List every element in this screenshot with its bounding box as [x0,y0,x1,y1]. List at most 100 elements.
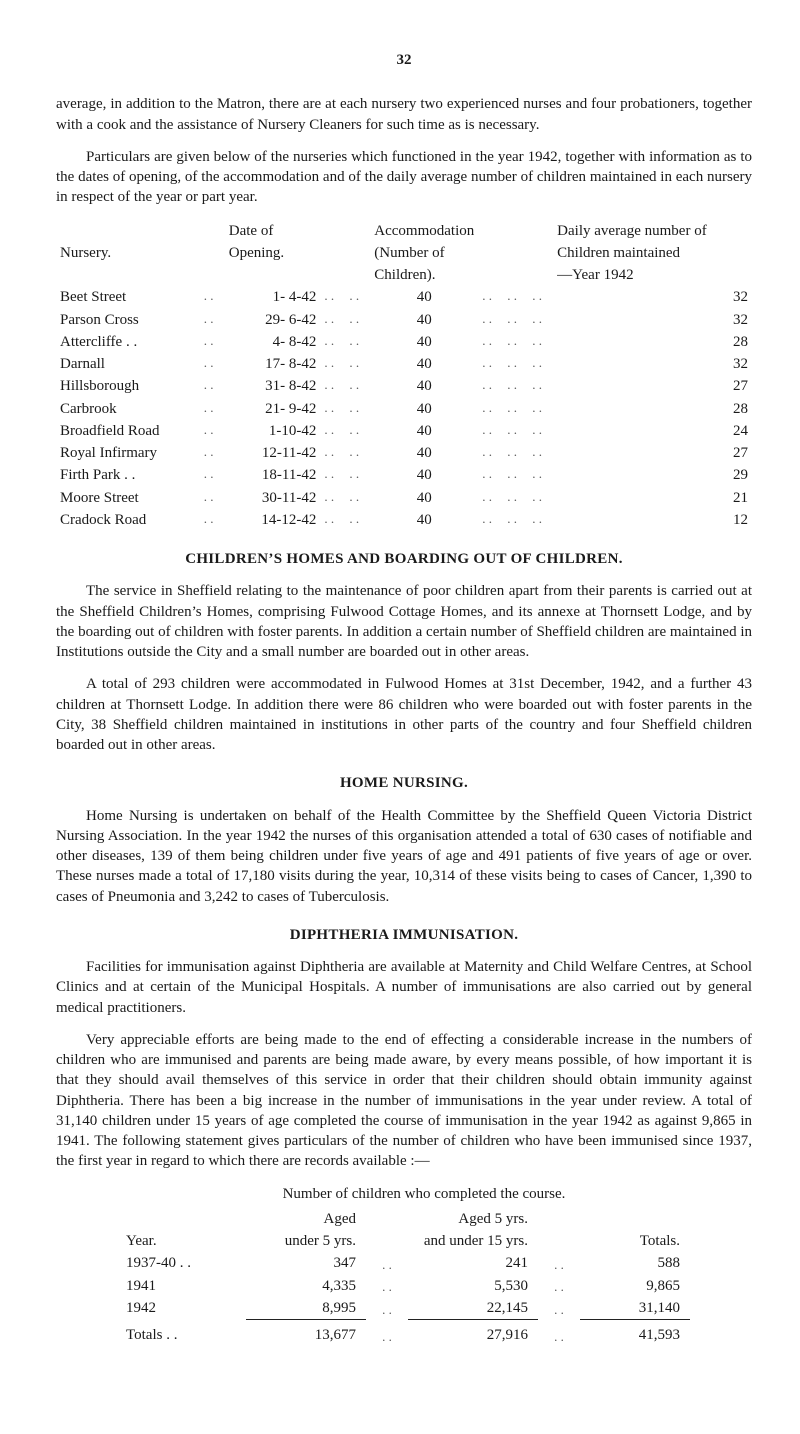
nursery-date: 21- 9-42 [225,398,321,420]
ct-head-aged: Aged [246,1208,366,1230]
leader-dots: . . [366,1252,408,1274]
leader-dots: . . [200,442,225,464]
nursery-daily: 32 [553,353,752,375]
leader-dots: . . [478,398,503,420]
leader-dots: . . [320,398,345,420]
leader-dots: . . [528,398,553,420]
leader-dots: . . [200,464,225,486]
leader-dots: . . [478,464,503,486]
nursery-date: 18-11-42 [225,464,321,486]
leader-dots: . . [200,331,225,353]
leader-dots: . . [528,464,553,486]
leader-dots: . . [538,1275,580,1297]
nursery-accom: 40 [370,353,478,375]
childrens-homes-p1: The service in Sheffield relating to the… [56,581,752,662]
course-aged5: 27,916 [408,1324,538,1346]
leader-dots: . . [345,487,370,509]
table-row-total: Totals . .13,677. .27,916. .41,593 [116,1324,690,1346]
table-row: 1937-40 . .347. .241. .588 [116,1252,690,1274]
nursery-name: Firth Park . . [56,464,200,486]
leader-dots: . . [320,487,345,509]
leader-dots: . . [503,420,528,442]
table-row: 19428,995. .22,145. .31,140 [116,1297,690,1320]
table-row: 19414,335. .5,530. .9,865 [116,1275,690,1297]
table-row: Royal Infirmary. .12-11-42. .. .40. .. .… [56,442,752,464]
course-year: 1942 [116,1297,246,1320]
childrens-homes-p2: A total of 293 children were accommodate… [56,674,752,755]
nursery-daily: 32 [553,286,752,308]
leader-dots: . . [320,353,345,375]
nursery-accom: 40 [370,442,478,464]
nursery-daily: 28 [553,398,752,420]
leader-dots: . . [528,420,553,442]
leader-dots: . . [503,286,528,308]
course-aged: 4,335 [246,1275,366,1297]
table-row: Firth Park . .. .18-11-42. .. .40. .. ..… [56,464,752,486]
leader-dots: . . [345,331,370,353]
leader-dots: . . [503,487,528,509]
nursery-accom: 40 [370,509,478,531]
nursery-accom: 40 [370,309,478,331]
nursery-date: 31- 8-42 [225,375,321,397]
nursery-name: Darnall [56,353,200,375]
nursery-daily: 27 [553,375,752,397]
col-head-accom-2: (Number of [370,242,478,264]
leader-dots: . . [320,442,345,464]
leader-dots: . . [478,375,503,397]
course-aged: 13,677 [246,1324,366,1346]
leader-dots: . . [503,309,528,331]
table-row: Hillsborough. .31- 8-42. .. .40. .. .. .… [56,375,752,397]
heading-childrens-homes: CHILDREN’S HOMES AND BOARDING OUT OF CHI… [56,549,752,569]
leader-dots: . . [366,1275,408,1297]
col-head-accom: Accommodation [370,220,478,242]
course-table-caption: Number of children who completed the cou… [96,1184,752,1204]
leader-dots: . . [200,509,225,531]
leader-dots: . . [478,509,503,531]
leader-dots: . . [528,487,553,509]
nursery-date: 1- 4-42 [225,286,321,308]
nursery-daily: 32 [553,309,752,331]
leader-dots: . . [538,1297,580,1320]
leader-dots: . . [528,353,553,375]
col-head-nursery: Nursery. [56,242,200,264]
leader-dots: . . [345,464,370,486]
page-number: 32 [56,50,752,70]
table-row: Carbrook. .21- 9-42. .. .40. .. .. .28 [56,398,752,420]
leader-dots: . . [503,509,528,531]
col-head-date-2: Opening. [225,242,321,264]
nursery-name: Moore Street [56,487,200,509]
course-totals: 41,593 [580,1324,690,1346]
home-nursing-p1: Home Nursing is undertaken on behalf of … [56,806,752,907]
col-head-date: Date of [225,220,321,242]
leader-dots: . . [503,398,528,420]
col-head-daily-3: —Year 1942 [553,264,752,286]
leader-dots: . . [478,353,503,375]
nursery-name: Attercliffe . . [56,331,200,353]
course-year: 1937-40 . . [116,1252,246,1274]
leader-dots: . . [345,286,370,308]
leader-dots: . . [345,398,370,420]
leader-dots: . . [200,286,225,308]
intro-paragraph-1: average, in addition to the Matron, ther… [56,94,752,135]
leader-dots: . . [478,487,503,509]
ct-head-totals: Totals. [580,1230,690,1252]
leader-dots: . . [503,331,528,353]
nursery-date: 17- 8-42 [225,353,321,375]
leader-dots: . . [528,509,553,531]
nursery-accom: 40 [370,487,478,509]
nursery-date: 30-11-42 [225,487,321,509]
col-head-daily: Daily average number of [553,220,752,242]
table-row: Beet Street. .1- 4-42. .. .40. .. .. .32 [56,286,752,308]
table-row: Parson Cross. .29- 6-42. .. .40. .. .. .… [56,309,752,331]
leader-dots: . . [478,286,503,308]
leader-dots: . . [320,464,345,486]
leader-dots: . . [538,1252,580,1274]
leader-dots: . . [320,309,345,331]
leader-dots: . . [345,442,370,464]
nursery-daily: 21 [553,487,752,509]
nursery-daily: 12 [553,509,752,531]
nursery-date: 14-12-42 [225,509,321,531]
nursery-daily: 27 [553,442,752,464]
course-aged: 347 [246,1252,366,1274]
nursery-name: Cradock Road [56,509,200,531]
